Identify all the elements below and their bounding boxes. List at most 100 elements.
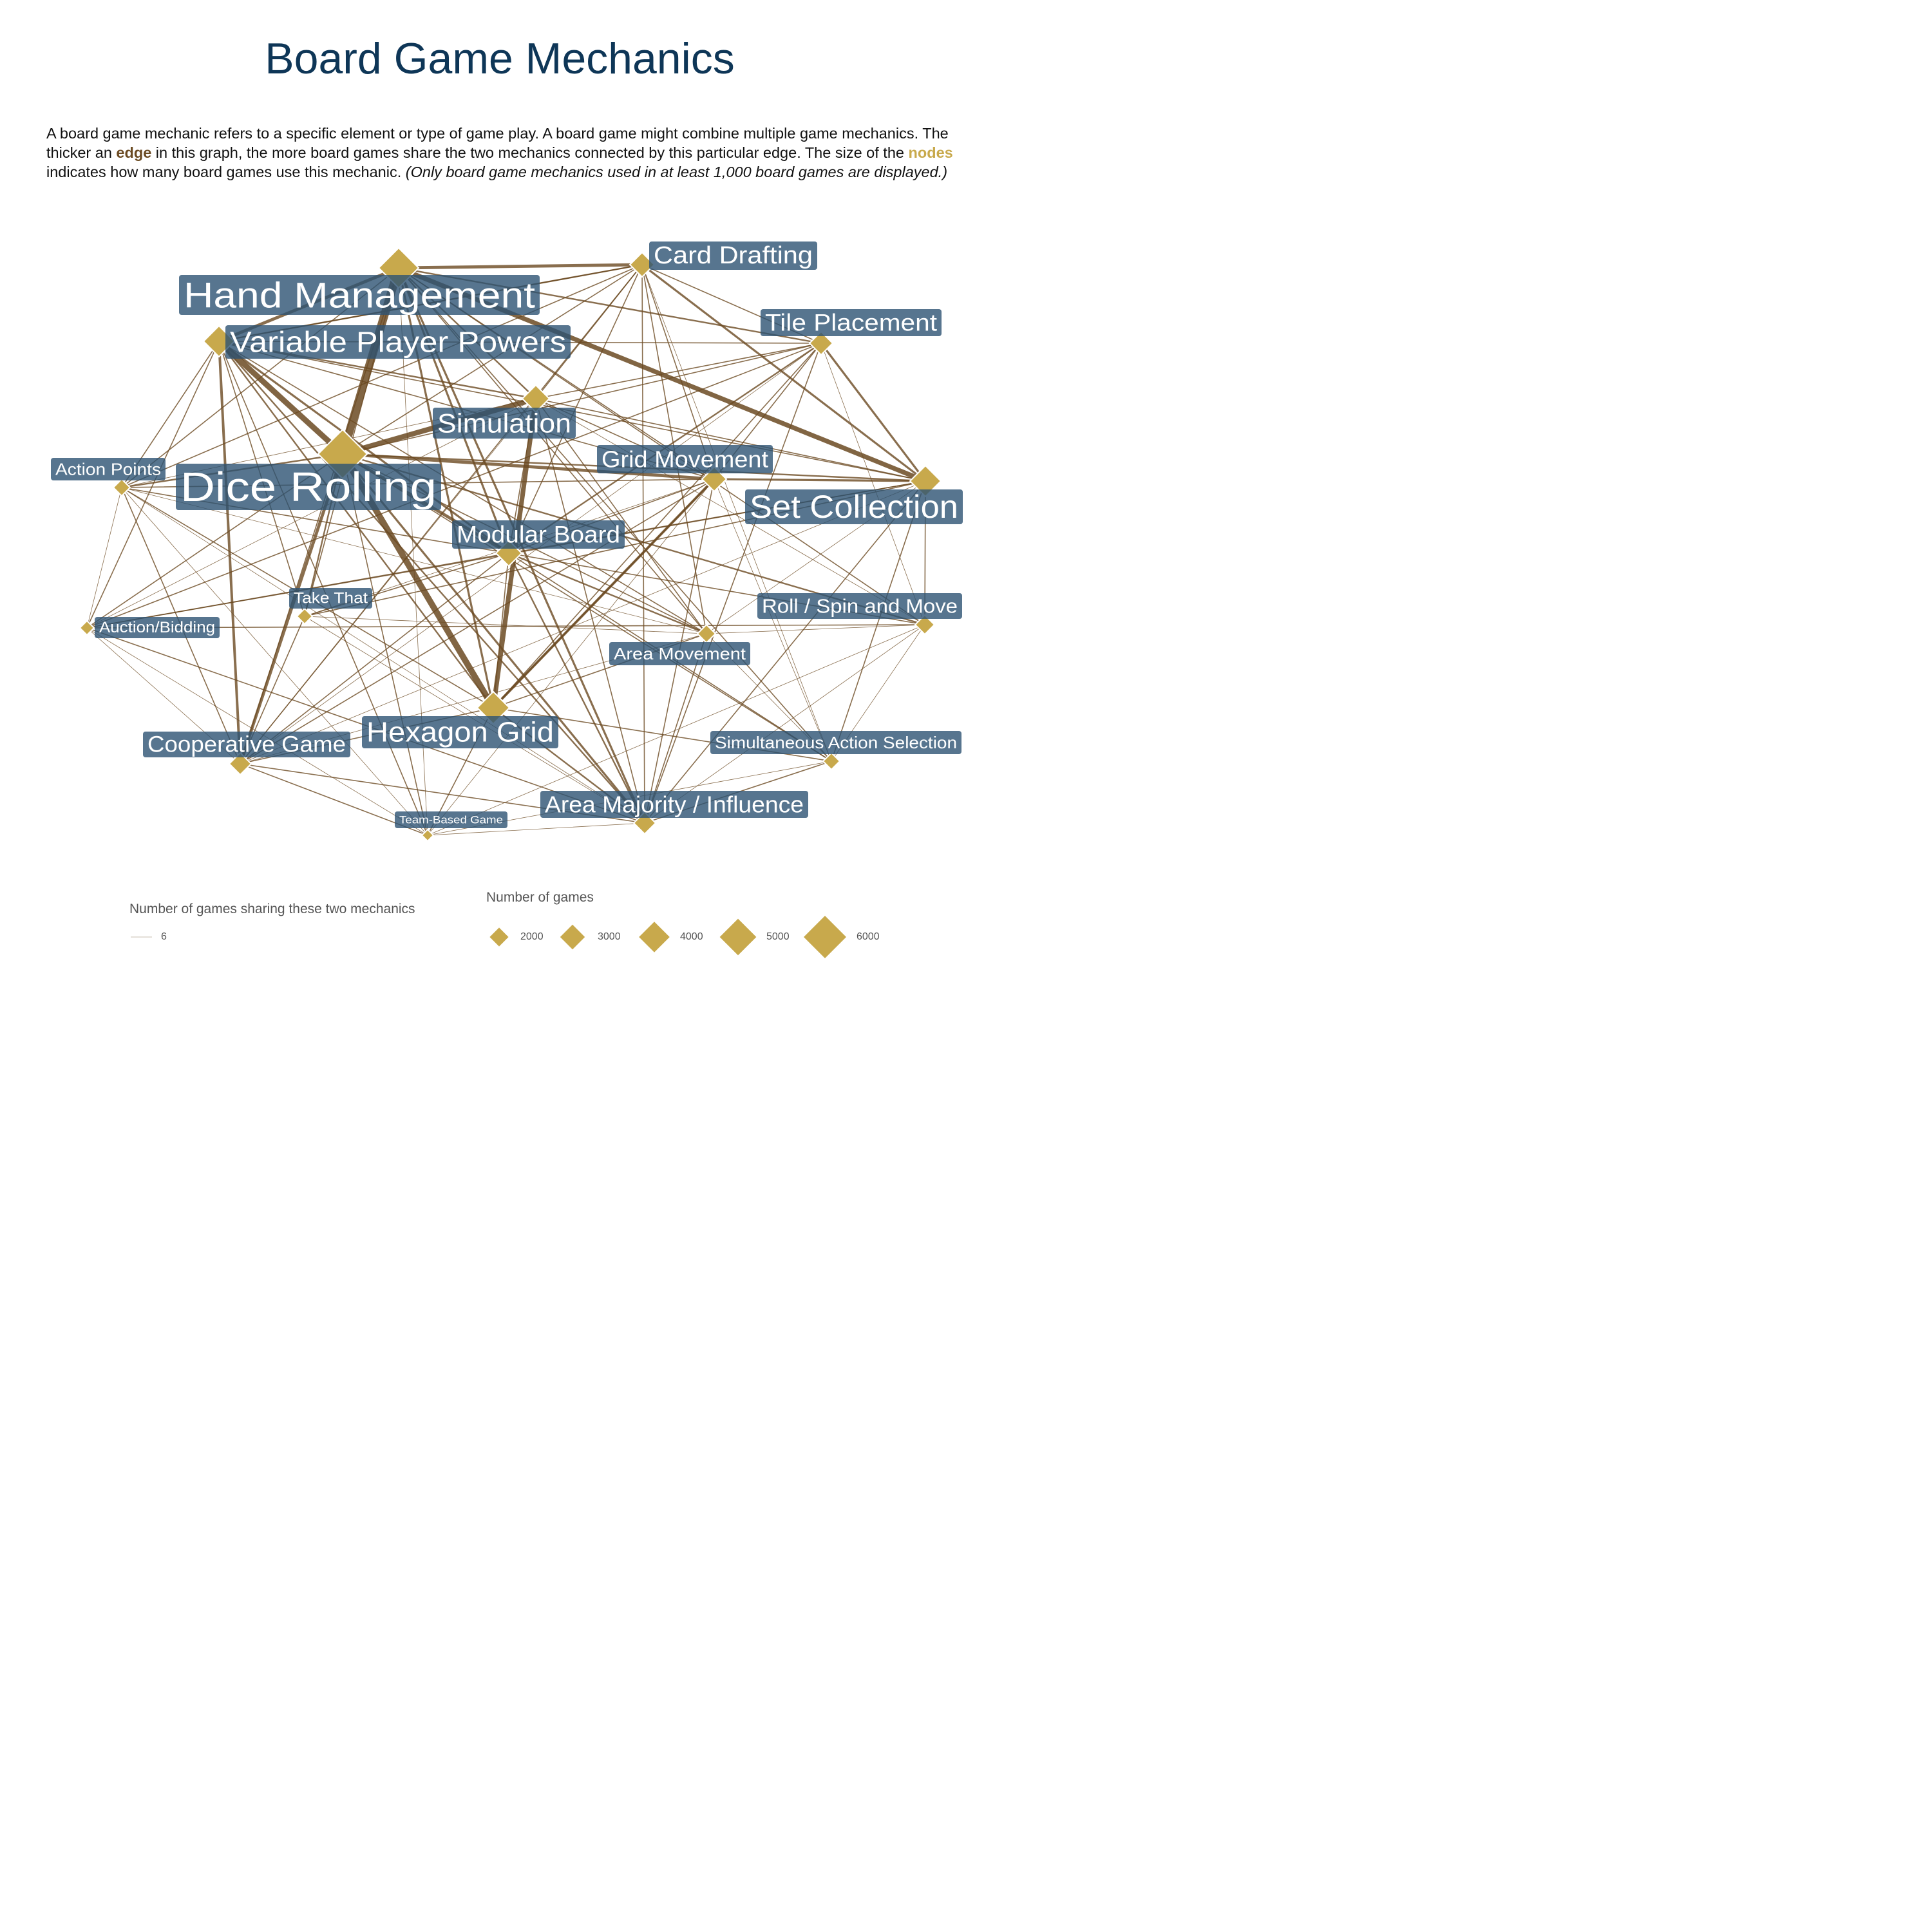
node-label-box-ab xyxy=(95,617,220,638)
edge-cd-sc xyxy=(641,263,927,482)
chart-title: Board Game Mechanics xyxy=(265,34,735,83)
edge-cd-mb xyxy=(508,264,643,554)
edge-vpp-hg xyxy=(218,340,495,709)
node-legend-title: Number of games xyxy=(486,890,594,905)
description-nodes-word: nodes xyxy=(908,144,953,161)
edge-cd-sas xyxy=(641,264,832,762)
node-tp xyxy=(808,330,834,356)
edge-sc-sas xyxy=(831,480,926,762)
node-label-box-rsm xyxy=(757,593,962,619)
edge-sim-cg xyxy=(240,398,536,764)
edge-cd-cg xyxy=(240,264,643,764)
node-label-text-sas: Simultaneous Action Selection xyxy=(715,733,957,752)
node-legend-label-4000: 4000 xyxy=(680,931,703,942)
node-legend-mark-5000 xyxy=(719,918,757,956)
node-label-box-tp xyxy=(761,309,942,336)
node-label-mb: Modular Board xyxy=(452,520,625,549)
edge-sim-sc xyxy=(535,398,926,482)
edge-rsm-ami xyxy=(644,624,925,824)
edge-sim-ami xyxy=(535,398,645,824)
label-layer: Hand Management Card Drafting Tile Placeme… xyxy=(51,242,963,828)
edge-ap-ab xyxy=(86,487,122,629)
node-label-ami: Area Majority / Influence xyxy=(540,791,808,818)
node-label-box-hg xyxy=(362,716,558,748)
edge-dr-tbg xyxy=(342,453,428,836)
edge-cd-ap xyxy=(121,264,643,488)
edge-sc-cg xyxy=(240,480,926,764)
edge-hm-cd xyxy=(397,263,644,270)
edge-tp-ami xyxy=(644,343,822,824)
node-label-cd: Card Drafting xyxy=(649,242,817,270)
node-legend-label-6000: 6000 xyxy=(857,931,880,942)
edge-cd-ami xyxy=(641,264,645,824)
node-label-text-cg: Cooperative Game xyxy=(147,732,346,757)
node-ab xyxy=(79,620,95,636)
node-label-ab: Auction/Bidding xyxy=(95,617,220,638)
node-label-gm: Grid Movement xyxy=(597,445,773,473)
node-label-text-gm: Grid Movement xyxy=(601,446,768,473)
node-label-sc: Set Collection xyxy=(745,489,963,525)
node-legend-mark-3000 xyxy=(560,924,585,950)
edge-vpp-cg xyxy=(218,340,242,765)
node-label-box-dr xyxy=(176,464,441,510)
node-legend-label-3000: 3000 xyxy=(598,931,621,942)
node-label-text-dr: Dice Rolling xyxy=(180,464,437,510)
edge-tp-ab xyxy=(86,343,822,629)
edge-tp-dr xyxy=(342,343,822,455)
node-label-tp: Tile Placement xyxy=(761,309,942,336)
node-legend-mark-2000 xyxy=(489,927,509,947)
node-label-box-tbg xyxy=(395,811,507,828)
edge-rsm-tbg xyxy=(427,624,925,836)
description: A board game mechanic refers to a specif… xyxy=(46,124,967,182)
edge-sim-rsm xyxy=(535,398,925,625)
description-part1: A board game mechanic refers to a specif… xyxy=(46,125,949,161)
edge-legend-label: 6 xyxy=(161,931,167,942)
edge-vpp-am xyxy=(218,341,707,634)
node-label-box-am xyxy=(609,642,750,665)
edge-gm-hg xyxy=(492,478,715,709)
edge-gm-sas xyxy=(714,478,832,762)
edge-gm-sc xyxy=(713,478,927,482)
node-label-tbg: Team-Based Game xyxy=(395,811,507,828)
edge-ap-tbg xyxy=(121,487,428,836)
node-label-text-am: Area Movement xyxy=(614,644,746,663)
node-legend-label-5000: 5000 xyxy=(766,931,790,942)
description-note: (Only board game mechanics used in at le… xyxy=(405,164,948,180)
edge-dr-ami xyxy=(341,453,646,824)
edge-tt-am xyxy=(304,616,707,634)
node-label-dr: Dice Rolling xyxy=(176,464,441,510)
node-label-box-cd xyxy=(649,242,817,270)
edge-tp-hg xyxy=(493,343,822,708)
node-label-text-sim: Simulation xyxy=(437,408,571,439)
node-label-box-hm xyxy=(179,275,540,315)
edge-ami-tbg xyxy=(427,822,645,836)
edge-sim-tp xyxy=(535,343,822,399)
node-label-vpp: Variable Player Powers xyxy=(225,325,571,359)
edge-ap-am xyxy=(121,487,707,634)
edge-sim-cd xyxy=(535,264,643,399)
node-label-text-hg: Hexagon Grid xyxy=(366,717,554,748)
node-label-hm: Hand Management xyxy=(179,275,540,316)
node-cg xyxy=(228,752,252,776)
node-label-box-sc xyxy=(745,489,963,524)
node-label-rsm: Roll / Spin and Move xyxy=(757,593,962,619)
edge-gm-cg xyxy=(240,478,715,764)
node-label-text-tt: Take That xyxy=(294,590,368,607)
edge-tp-rsm xyxy=(820,343,925,625)
node-label-text-cd: Card Drafting xyxy=(654,242,813,269)
node-label-ap: Action Points xyxy=(51,458,166,480)
description-edge-word: edge xyxy=(116,144,152,161)
edge-ap-ami xyxy=(121,487,645,824)
edge-vpp-mb xyxy=(218,340,510,554)
description-part2: in this graph, the more board games shar… xyxy=(151,144,909,161)
node-sas xyxy=(822,752,841,771)
edge-mb-am xyxy=(507,552,708,635)
node-legend-mark-4000 xyxy=(639,922,670,952)
node-label-text-vpp: Variable Player Powers xyxy=(230,326,566,359)
node-legend-label-2000: 2000 xyxy=(520,931,544,942)
node-legend-mark-6000 xyxy=(804,916,846,958)
node-label-box-gm xyxy=(597,445,773,473)
node-label-sas: Simultaneous Action Selection xyxy=(710,731,961,754)
edge-legend-title: Number of games sharing these two mechan… xyxy=(129,902,415,916)
node-tt xyxy=(296,607,314,625)
